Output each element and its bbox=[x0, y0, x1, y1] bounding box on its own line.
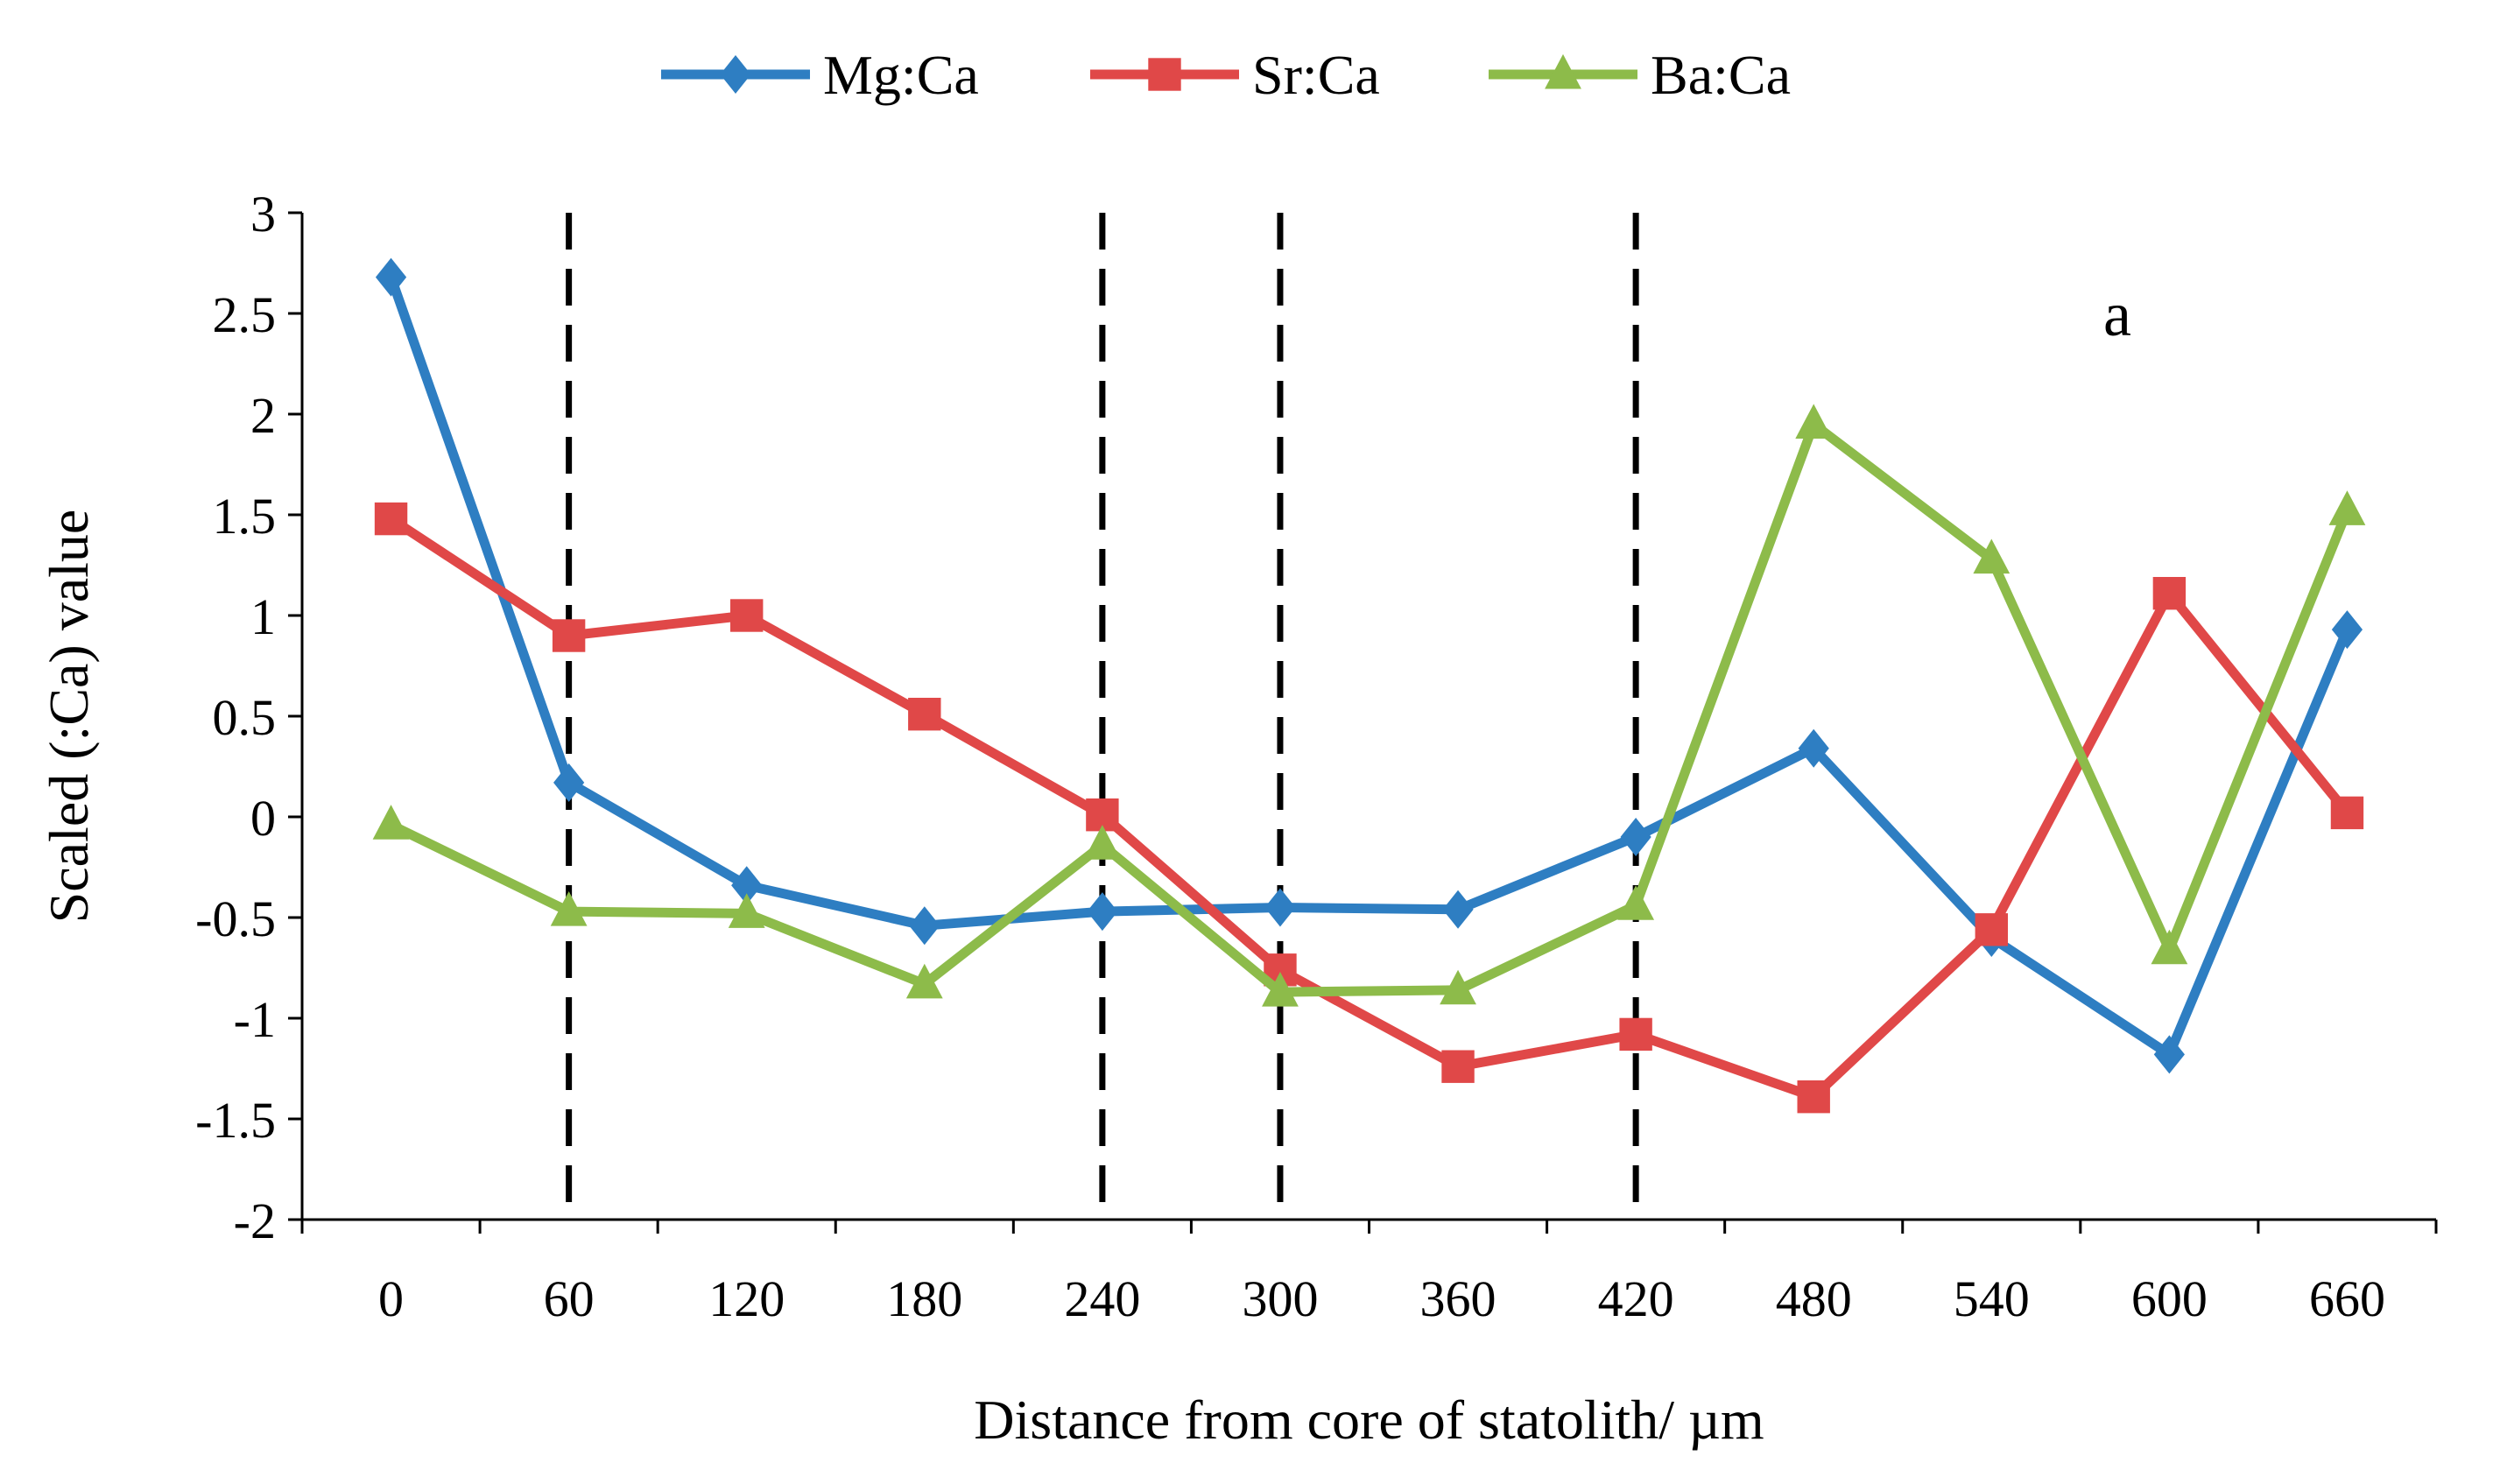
series-sr-ca bbox=[374, 502, 2364, 1114]
data-point bbox=[1619, 1017, 1652, 1051]
y-tick-label: -1.5 bbox=[195, 1092, 276, 1149]
y-tick-label: 2 bbox=[250, 387, 276, 444]
x-tick-label: 60 bbox=[544, 1270, 595, 1327]
data-point bbox=[909, 906, 940, 946]
data-point bbox=[550, 891, 588, 926]
legend-label: Ba:Ca bbox=[1651, 44, 1791, 106]
y-tick-label: 0.5 bbox=[213, 689, 277, 746]
data-point bbox=[1795, 404, 1833, 439]
reference-lines bbox=[566, 213, 1639, 1220]
y-tick-label: 3 bbox=[250, 186, 276, 243]
y-ticks: -2 -1.5 -1 -0.5 0 0.5 1 1.5 2 2.5 3 bbox=[195, 186, 302, 1249]
x-tick-label: 540 bbox=[1954, 1270, 2030, 1327]
data-point bbox=[2330, 796, 2364, 830]
data-point bbox=[1083, 825, 1121, 860]
x-tick-label: 120 bbox=[708, 1270, 785, 1327]
legend-marker bbox=[720, 55, 751, 94]
y-tick-label: -2 bbox=[234, 1192, 276, 1249]
y-tick-label: 1 bbox=[250, 588, 276, 645]
panel-label: a bbox=[2103, 279, 2131, 349]
series-ba-ca bbox=[372, 404, 2366, 1007]
y-tick-label: 0 bbox=[250, 790, 276, 847]
y-tick-label: -0.5 bbox=[195, 890, 276, 947]
y-tick-label: -1 bbox=[234, 991, 276, 1048]
data-point bbox=[731, 866, 763, 905]
x-tick-label: 300 bbox=[1242, 1270, 1318, 1327]
legend-item: Ba:Ca bbox=[1489, 44, 1791, 106]
x-axis-title: Distance from core of statolith/ µm bbox=[974, 1389, 1764, 1451]
x-tick-label: 180 bbox=[886, 1270, 962, 1327]
x-tick-label: 240 bbox=[1064, 1270, 1140, 1327]
series-line bbox=[388, 515, 2351, 1102]
data-point bbox=[1797, 1080, 1830, 1114]
data-point bbox=[730, 599, 764, 632]
data-point bbox=[728, 893, 765, 928]
data-point bbox=[2152, 577, 2187, 610]
data-point bbox=[1087, 892, 1118, 932]
data-point bbox=[2328, 490, 2366, 525]
data-point bbox=[1262, 972, 1299, 1007]
series-line bbox=[386, 275, 2352, 1059]
series-line bbox=[389, 419, 2352, 997]
data-point bbox=[552, 619, 586, 652]
data-point bbox=[1798, 728, 1829, 768]
data-point bbox=[374, 502, 408, 536]
legend-label: Mg:Ca bbox=[823, 44, 979, 106]
data-point bbox=[553, 763, 585, 802]
legend: Mg:Ca Sr:Ca Ba:Ca bbox=[661, 44, 1791, 106]
series-layer bbox=[372, 257, 2366, 1114]
data-point bbox=[908, 698, 941, 731]
legend-marker bbox=[1148, 58, 1181, 91]
data-point bbox=[375, 257, 407, 297]
data-point bbox=[372, 805, 410, 840]
x-ticks: 0 60 120 180 240 300 360 420 480 540 600 660 bbox=[300, 1220, 2438, 1327]
data-point bbox=[2153, 1035, 2185, 1074]
data-point bbox=[2151, 929, 2188, 965]
x-tick-label: 600 bbox=[2131, 1270, 2208, 1327]
y-tick-label: 2.5 bbox=[213, 286, 277, 343]
data-point bbox=[1617, 885, 1655, 920]
x-tick-label: 480 bbox=[1776, 1270, 1852, 1327]
legend-item: Sr:Ca bbox=[1090, 44, 1380, 106]
legend-item: Mg:Ca bbox=[661, 44, 979, 106]
data-point bbox=[1264, 888, 1296, 927]
x-tick-label: 660 bbox=[2309, 1270, 2385, 1327]
data-point bbox=[1440, 969, 1476, 1005]
series-mg-ca bbox=[375, 257, 2363, 1074]
x-tick-label: 420 bbox=[1598, 1270, 1674, 1327]
data-point bbox=[1975, 913, 2008, 946]
data-point bbox=[1620, 818, 1651, 856]
x-tick-label: 0 bbox=[378, 1270, 404, 1327]
y-tick-label: 1.5 bbox=[213, 488, 277, 545]
legend-marker bbox=[1545, 53, 1581, 89]
legend-label: Sr:Ca bbox=[1252, 44, 1380, 106]
x-tick-label: 360 bbox=[1420, 1270, 1496, 1327]
data-point bbox=[1441, 1050, 1475, 1083]
y-axis-title: Scaled (:Ca) value bbox=[38, 510, 100, 924]
data-point bbox=[1973, 538, 2011, 574]
axes: -2 -1.5 -1 -0.5 0 0.5 1 1.5 2 2.5 3 0 60 120 180 240 30… bbox=[195, 186, 2438, 1327]
data-point bbox=[905, 963, 943, 999]
data-point bbox=[2331, 610, 2363, 650]
data-point bbox=[1442, 890, 1474, 929]
